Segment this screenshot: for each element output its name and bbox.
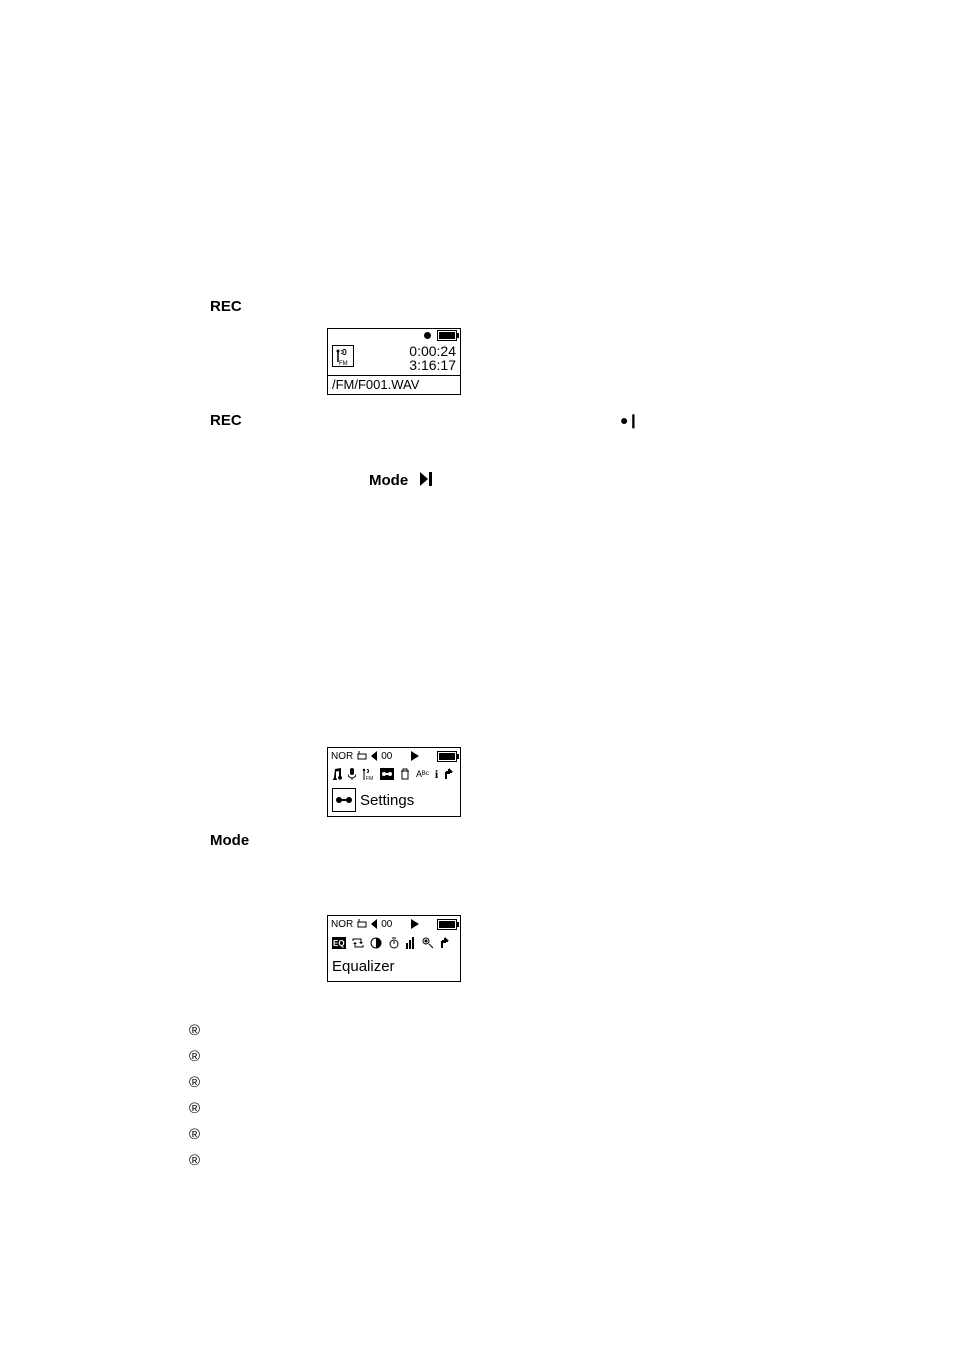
fm-text: FM [339, 361, 348, 366]
rec-label-1: REC [210, 298, 242, 315]
record-dot-icon [424, 332, 431, 339]
repeat-mode-icon [352, 937, 364, 949]
mode-label-2: Mode [210, 832, 249, 849]
lcd-equalizer: NOR 00 EQ Equalizer [327, 915, 461, 982]
vol-triangle-icon-3 [371, 919, 377, 929]
lcd-eq-icons: EQ [328, 935, 460, 951]
status-nor-3: NOR [331, 919, 353, 930]
lcd-eq-status: NOR 00 [328, 916, 460, 930]
remaining-time: 3:16:17 [409, 357, 456, 373]
list-item [189, 1122, 206, 1148]
battery-icon [437, 330, 457, 341]
repeat-icon [357, 751, 367, 761]
battery-icon-3 [437, 919, 457, 930]
vol-triangle-icon [371, 751, 377, 761]
fm-small-icon: FM [362, 768, 374, 780]
status-nor: NOR [331, 751, 353, 762]
record-pause-icon: ●❙ [620, 412, 638, 429]
status-vol: 00 [381, 751, 392, 762]
repeat-icon-3 [357, 919, 367, 929]
recording-filepath: /FM/F001.WAV [328, 375, 460, 394]
list-item [189, 1148, 206, 1174]
battery-icon-2 [437, 751, 457, 762]
fm-radio-icon: FM [332, 345, 354, 367]
timer-icon [388, 937, 400, 949]
feature-list [189, 1018, 206, 1174]
lcd-settings-status: NOR 00 [328, 748, 460, 762]
mic-icon [348, 768, 356, 780]
rec-label-2: REC [210, 412, 242, 429]
status-vol-3: 00 [381, 919, 392, 930]
equalizer-label: Equalizer [328, 956, 460, 981]
abc-icon: Aᴮᶜ [416, 769, 429, 779]
settings-icon-selected [380, 768, 394, 780]
contrast-icon [370, 937, 382, 949]
settings-label: Settings [360, 792, 414, 809]
music-icon [332, 768, 342, 780]
play-pause-icon [420, 472, 442, 489]
delete-icon [400, 768, 410, 780]
lcd-recording-times: 0:00:24 3:16:17 [360, 344, 456, 372]
lcd-settings: NOR 00 FM Aᴮᶜ i Settings [327, 747, 461, 817]
play-icon-3 [411, 919, 419, 929]
mode-label-1: Mode [369, 472, 408, 489]
eq-icon-selected: EQ [332, 937, 346, 949]
lcd-recording-mid: FM 0:00:24 3:16:17 [328, 344, 460, 372]
lcd-recording: FM 0:00:24 3:16:17 /FM/F001.WAV [327, 328, 461, 395]
settings-large-icon [332, 788, 356, 812]
exit-up-icon-3 [440, 937, 450, 949]
exit-up-icon [444, 768, 454, 780]
svg-text:FM: FM [366, 776, 373, 780]
list-item [189, 1096, 206, 1122]
rec-settings-icon [422, 937, 434, 949]
list-item [189, 1070, 206, 1096]
list-item [189, 1044, 206, 1070]
lcd-settings-icons: FM Aᴮᶜ i [328, 765, 460, 784]
play-icon [411, 751, 419, 761]
list-item [189, 1018, 206, 1044]
page: REC FM 0:00:24 3:16:17 /FM/F001.WAV [0, 0, 954, 1350]
bars-icon [406, 937, 416, 949]
info-icon: i [435, 767, 438, 782]
lcd-settings-label-row: Settings [328, 786, 460, 816]
lcd-recording-topline [328, 329, 460, 340]
